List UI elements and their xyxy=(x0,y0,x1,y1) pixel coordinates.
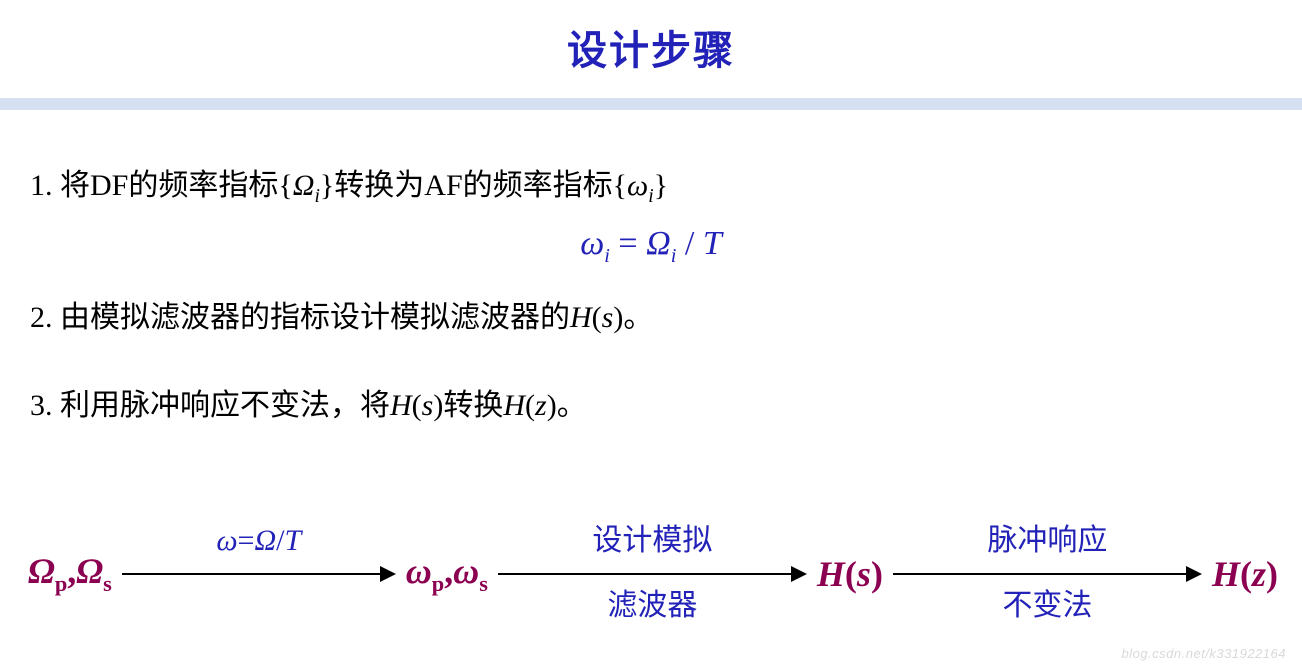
n1-Om: Ω xyxy=(28,551,55,591)
arrow1-head-icon xyxy=(380,566,396,582)
n1-sub1: p xyxy=(55,571,67,596)
n1-sub2: s xyxy=(103,571,112,596)
title-divider xyxy=(0,98,1302,110)
formula-eq: = xyxy=(610,225,646,262)
flow-arrow-2: 设计模拟 滤波器 xyxy=(488,524,817,623)
arrow2-head-icon xyxy=(791,566,807,582)
n4-po: ( xyxy=(1240,554,1252,594)
step2-pc: ) xyxy=(613,301,623,334)
n4-pc: ) xyxy=(1266,554,1278,594)
title-text: 设计步骤 xyxy=(567,28,735,73)
formula-rhs-sym: Ω xyxy=(646,225,671,262)
a1-T: T xyxy=(284,524,301,557)
n1-Om2: Ω xyxy=(76,551,103,591)
n2-sub2: s xyxy=(479,571,488,596)
arrow3-head-icon xyxy=(1186,566,1202,582)
step1-var2: ω xyxy=(627,169,648,202)
n2-om: ω xyxy=(406,551,432,591)
step3-post: 。 xyxy=(557,389,587,422)
step2-pre: 2. 由模拟滤波器的指标设计模拟滤波器的 xyxy=(30,301,570,334)
page-title: 设计步骤 xyxy=(0,0,1302,76)
n4-H: H xyxy=(1212,554,1240,594)
step3-pre: 3. 利用脉冲响应不变法，将 xyxy=(30,389,390,422)
n3-s: s xyxy=(857,554,871,594)
step-2: 2. 由模拟滤波器的指标设计模拟滤波器的H(s)。 xyxy=(30,296,1272,340)
n4-z: z xyxy=(1252,554,1266,594)
arrow3-label-top: 脉冲响应 xyxy=(987,524,1107,559)
arrow1-line xyxy=(122,565,396,583)
n3-pc: ) xyxy=(871,554,883,594)
step3-pc1: ) xyxy=(433,389,443,422)
flow-arrow-3: 脉冲响应 不变法 xyxy=(883,524,1212,623)
step-3: 3. 利用脉冲响应不变法，将H(s)转换H(z)。 xyxy=(30,384,1272,428)
flow-node-omega-small: ωp,ωs xyxy=(406,550,488,597)
n2-comma: , xyxy=(444,551,453,591)
step1-pre: 1. 将DF的频率指标{ xyxy=(30,169,293,202)
flow-node-omega-caps: Ωp,Ωs xyxy=(28,550,112,597)
n2-sub1: p xyxy=(432,571,444,596)
n2-om2: ω xyxy=(453,551,479,591)
step1-var1: Ω xyxy=(293,169,315,202)
arrow3-shaft xyxy=(893,573,1186,575)
flow-diagram: Ωp,Ωs ω=Ω/T x ωp,ωs 设计模拟 滤波器 H(s) 脉冲响应 不… xyxy=(0,524,1302,623)
formula-div: / xyxy=(676,225,702,262)
a1-Omega: Ω xyxy=(254,524,276,557)
arrow3-label-bot: 不变法 xyxy=(1002,589,1092,624)
step3-z: z xyxy=(535,389,547,422)
arrow1-label-top: ω=Ω/T xyxy=(216,524,301,559)
arrow2-line xyxy=(498,565,807,583)
step3-s: s xyxy=(422,389,434,422)
arrow1-shaft xyxy=(122,573,380,575)
flow-node-Hs: H(s) xyxy=(817,553,883,595)
step2-post: 。 xyxy=(623,301,653,334)
arrow2-label-bot: 滤波器 xyxy=(607,589,697,624)
watermark-text: blog.csdn.net/k331922164 xyxy=(1121,646,1286,661)
step3-mid: 转换 xyxy=(443,389,503,422)
arrow2-shaft xyxy=(498,573,791,575)
arrow2-label-top: 设计模拟 xyxy=(592,524,712,559)
arrow3-line xyxy=(893,565,1202,583)
step3-pc2: ) xyxy=(547,389,557,422)
step2-H: H xyxy=(570,301,592,334)
content-area: 1. 将DF的频率指标{Ωi}转换为AF的频率指标{ωi} ωi = Ωi / … xyxy=(0,110,1302,427)
a1-omega: ω xyxy=(216,524,237,557)
step3-po1: ( xyxy=(412,389,422,422)
flow-arrow-1: ω=Ω/T x xyxy=(112,524,406,623)
step2-po: ( xyxy=(592,301,602,334)
step3-H1: H xyxy=(390,389,412,422)
formula: ωi = Ωi / T xyxy=(30,225,1272,268)
formula-T: T xyxy=(703,225,722,262)
n3-H: H xyxy=(817,554,845,594)
n3-po: ( xyxy=(845,554,857,594)
step3-H2: H xyxy=(503,389,525,422)
flow-node-Hz: H(z) xyxy=(1212,553,1278,595)
step-1: 1. 将DF的频率指标{Ωi}转换为AF的频率指标{ωi} xyxy=(30,164,1272,211)
step1-post: } xyxy=(654,169,668,202)
step2-s: s xyxy=(602,301,614,334)
n1-comma: , xyxy=(67,551,76,591)
a1-eq: = xyxy=(238,524,255,557)
step3-po2: ( xyxy=(525,389,535,422)
step1-mid: }转换为AF的频率指标{ xyxy=(320,169,627,202)
formula-lhs-sym: ω xyxy=(580,225,604,262)
